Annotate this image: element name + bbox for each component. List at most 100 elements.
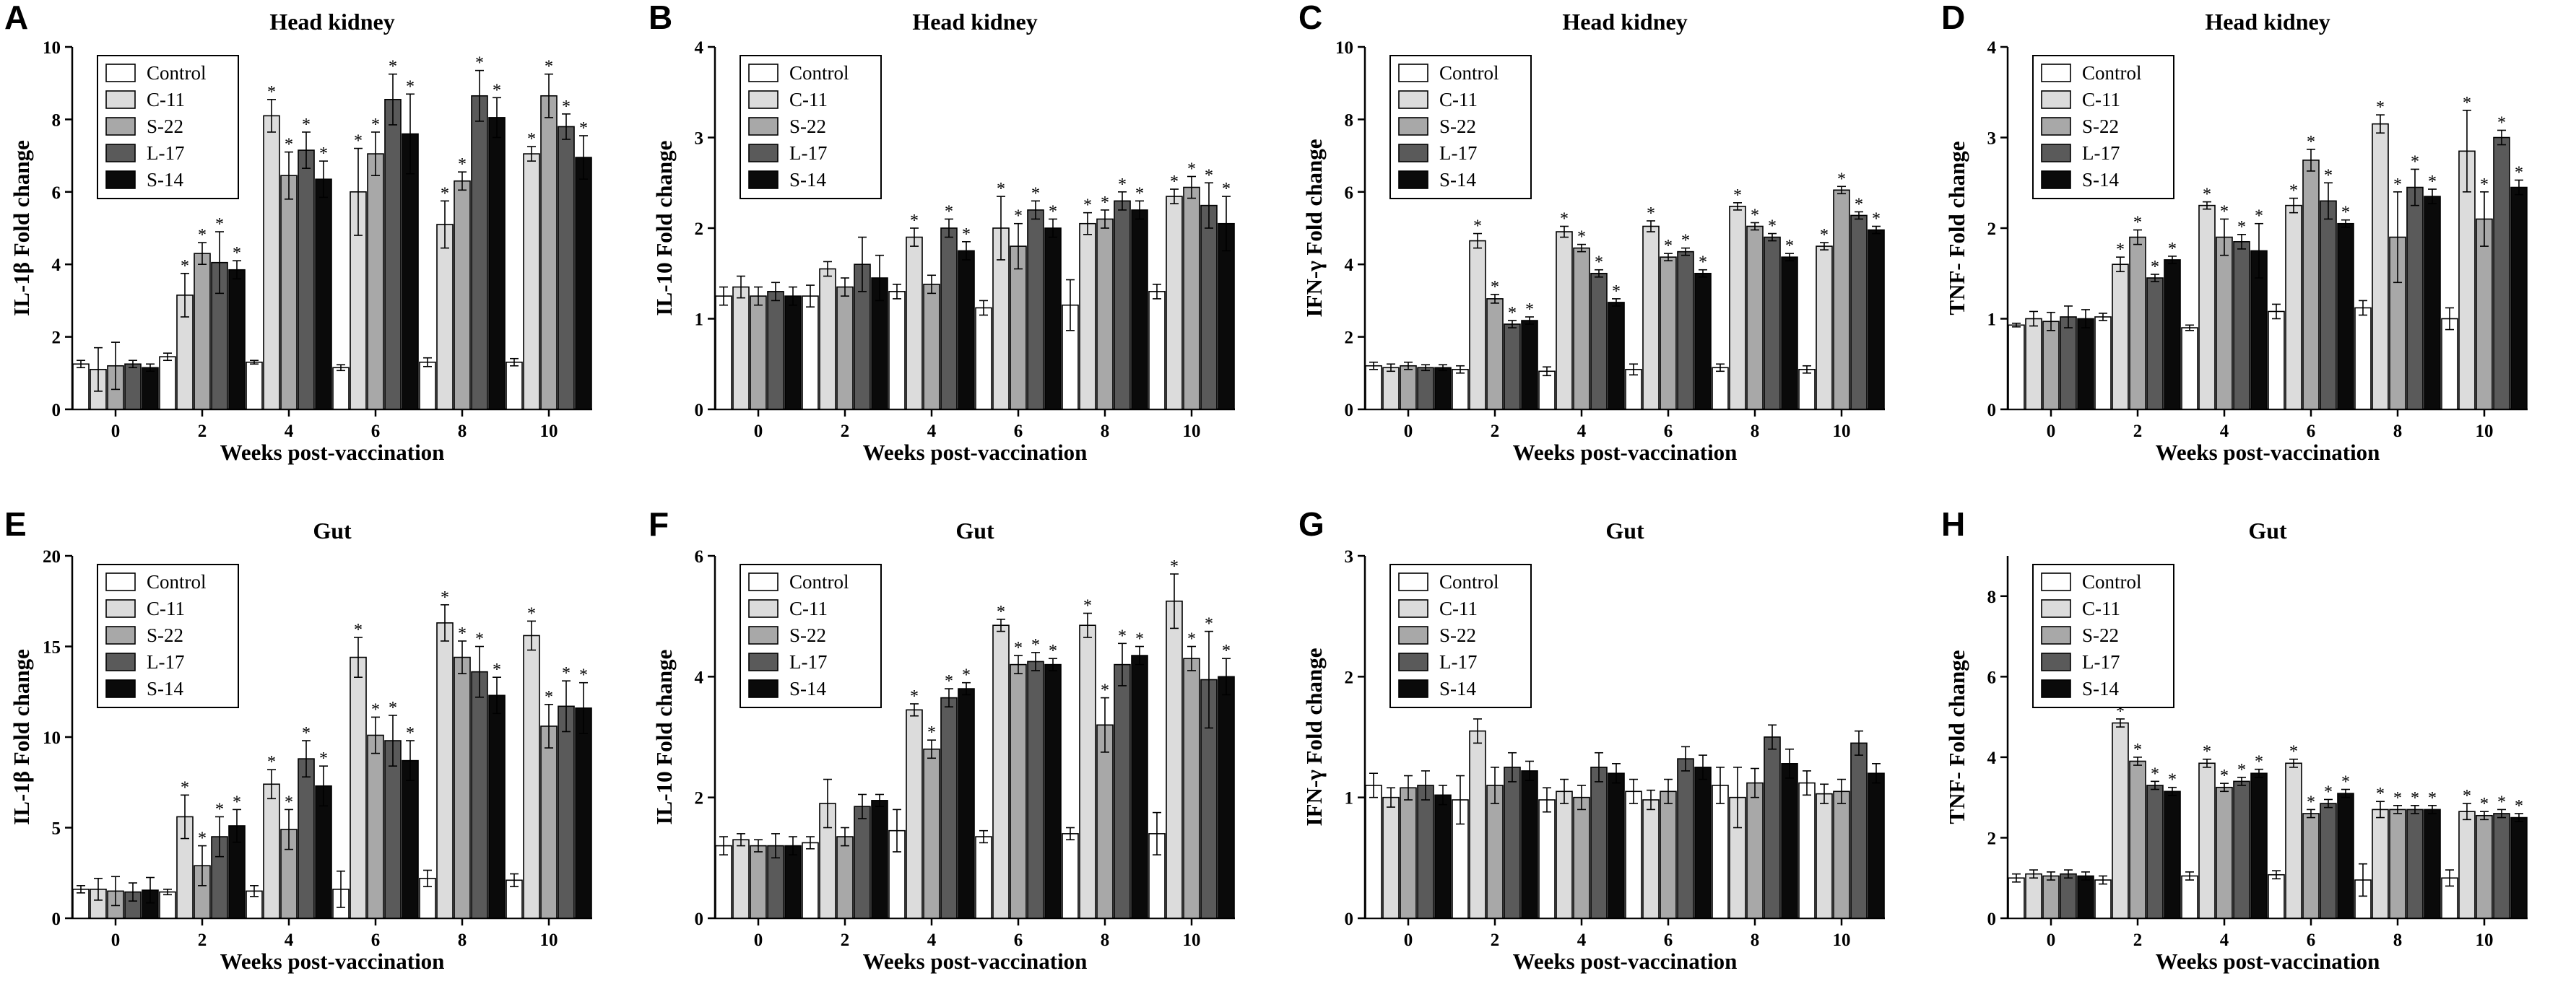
significance-star: * <box>1170 557 1179 576</box>
significance-star: * <box>1595 253 1603 272</box>
bar-s-22 <box>1096 218 1114 410</box>
y-tick-label: 3 <box>1987 129 1997 149</box>
bar-c-11 <box>1642 225 1660 410</box>
legend-label: L-17 <box>2082 651 2120 673</box>
bar-s-22 <box>1573 247 1590 410</box>
y-tick-label: 3 <box>695 129 704 149</box>
significance-star: * <box>545 58 553 77</box>
bar-l-17 <box>1504 767 1521 919</box>
bar-l-17 <box>1200 204 1218 410</box>
x-tick-label: 8 <box>1751 422 1760 441</box>
chart-title: Gut <box>1605 518 1644 544</box>
x-tick-label: 8 <box>1101 422 1110 441</box>
bar-s-14 <box>1044 227 1062 410</box>
bar-control <box>715 295 732 410</box>
bar-s-14 <box>488 694 506 919</box>
significance-star: * <box>1205 615 1213 634</box>
bar-s-14 <box>1218 676 1235 919</box>
bar-l-17 <box>2320 803 2337 919</box>
bar-s-14 <box>784 845 802 919</box>
chart-panel-h: H Gut 0 2 4 6 8 TNF- Fold change Weeks post-vacc… <box>1941 505 2528 974</box>
bar-control <box>2268 873 2285 919</box>
significance-star: * <box>406 77 415 96</box>
significance-star: * <box>2151 258 2159 276</box>
x-tick-label: 2 <box>1491 422 1500 441</box>
bar-s-22 <box>1183 658 1200 919</box>
bar-s-14 <box>1694 272 1712 410</box>
chart-panel-d: D Head kidney 0 1 2 3 4 TNF- Fold change Weeks p… <box>1941 0 2528 465</box>
significance-star: * <box>2341 773 2350 792</box>
legend-label: S-14 <box>2082 169 2120 191</box>
significance-star: * <box>1473 217 1482 236</box>
panel-letter: B <box>649 0 672 36</box>
significance-star: * <box>1872 209 1881 228</box>
significance-star: * <box>2255 207 2263 226</box>
legend-swatch <box>105 144 136 162</box>
bar-s-22 <box>454 656 471 919</box>
bar-s-14 <box>2164 259 2181 410</box>
legend-swatch <box>105 90 136 109</box>
y-axis-label: IL-10 Fold change <box>651 141 677 316</box>
significance-star: * <box>2133 214 2142 232</box>
y-tick-label: 6 <box>1345 183 1354 203</box>
legend-label: Control <box>2082 571 2142 593</box>
legend-label: S-14 <box>2082 678 2120 700</box>
chart-title: Gut <box>313 518 352 544</box>
bar-l-17 <box>2060 316 2077 410</box>
bar-c-11 <box>2372 809 2389 919</box>
bar-c-11 <box>2025 873 2042 919</box>
y-tick-label: 20 <box>43 547 61 567</box>
significance-star: * <box>1101 193 1109 212</box>
x-tick-label: 0 <box>754 422 763 441</box>
significance-star: * <box>1014 639 1023 658</box>
y-axis-label: IL-1β Fold change <box>9 649 34 825</box>
significance-star: * <box>1664 237 1673 256</box>
bar-c-11 <box>1166 196 1183 410</box>
x-tick-label: 10 <box>2476 422 2494 441</box>
legend-swatch <box>105 599 136 618</box>
significance-star: * <box>1083 196 1092 215</box>
significance-star: * <box>2255 753 2263 772</box>
legend-swatch <box>748 626 779 645</box>
bar-control <box>1538 370 1556 410</box>
significance-star: * <box>458 155 467 174</box>
legend-label: L-17 <box>2082 142 2120 164</box>
bar-l-17 <box>2233 780 2250 919</box>
bar-s-22 <box>2476 814 2493 919</box>
panel-letter: F <box>649 505 669 543</box>
legend-swatch <box>2041 626 2071 645</box>
significance-star: * <box>493 81 501 100</box>
legend-label: L-17 <box>147 651 184 673</box>
bar-l-17 <box>2146 277 2164 410</box>
panel-letter: E <box>4 505 27 543</box>
significance-star: * <box>406 724 415 743</box>
bar-control <box>975 836 992 919</box>
x-tick-label: 10 <box>1183 422 1201 441</box>
bar-s-22 <box>367 153 384 410</box>
bar-l-17 <box>1417 785 1434 919</box>
legend-label: S-14 <box>1439 169 1477 191</box>
bar-s-14 <box>1131 655 1148 919</box>
y-axis-label: IFN-γ Fold change <box>1301 648 1327 826</box>
bar-s-14 <box>228 269 246 410</box>
legend-swatch <box>748 64 779 82</box>
panel-letter: G <box>1298 505 1324 543</box>
bar-s-22 <box>2302 813 2320 919</box>
bar-s-14 <box>1521 320 1538 410</box>
significance-star: * <box>354 621 363 640</box>
significance-star: * <box>2289 182 2298 201</box>
significance-star: * <box>2480 175 2489 194</box>
legend-swatch <box>2041 90 2071 109</box>
chart-title: Head kidney <box>2205 9 2330 35</box>
x-tick-label: 8 <box>1101 931 1110 950</box>
y-tick-label: 4 <box>695 38 704 58</box>
significance-star: * <box>2203 186 2211 204</box>
significance-star: * <box>2237 218 2246 237</box>
bar-control <box>802 295 819 410</box>
bar-control <box>888 291 906 410</box>
legend-swatch <box>2041 64 2071 82</box>
significance-star: * <box>910 212 919 230</box>
y-tick-label: 0 <box>1987 401 1997 420</box>
chart-panel-g: G Gut 0 1 2 3 IFN-γ Fold change Weeks post-vacc… <box>1298 505 1885 974</box>
y-tick-label: 3 <box>1345 547 1354 567</box>
